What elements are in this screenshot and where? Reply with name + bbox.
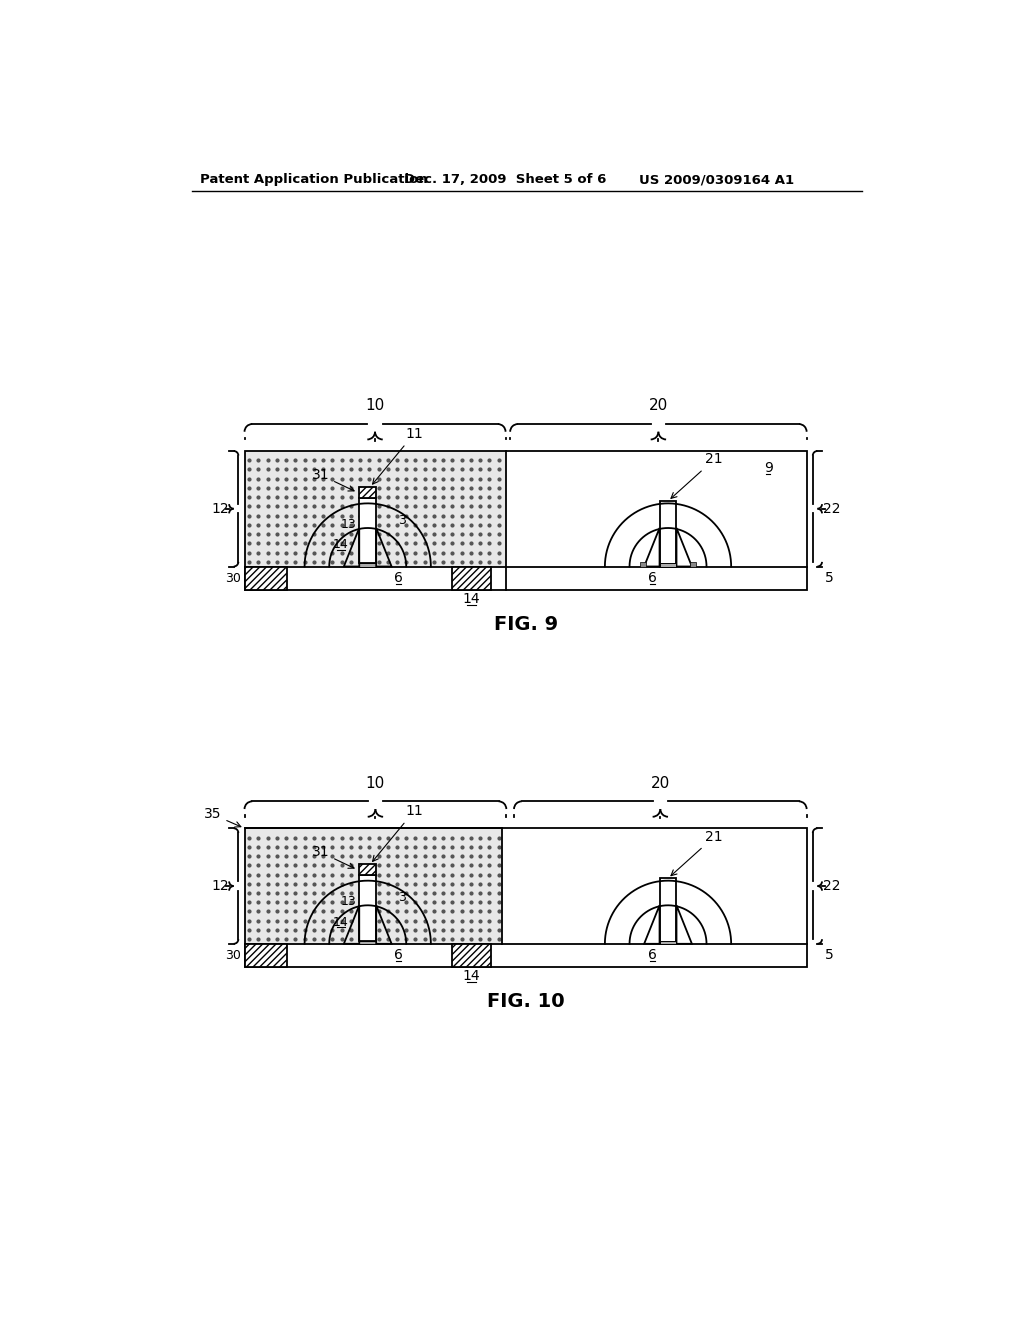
Text: FIG. 9: FIG. 9: [494, 615, 558, 634]
Text: 14: 14: [463, 591, 480, 606]
Text: 20: 20: [649, 399, 668, 413]
Text: 10: 10: [366, 399, 385, 413]
Text: 13: 13: [340, 895, 356, 908]
Text: 14: 14: [333, 916, 348, 929]
Text: 13: 13: [340, 517, 356, 531]
Bar: [359, 564, 376, 566]
Bar: [453, 566, 490, 590]
Bar: [659, 502, 677, 566]
Bar: [245, 944, 287, 966]
Text: 5: 5: [825, 572, 835, 585]
Text: 35: 35: [204, 808, 241, 828]
Bar: [689, 562, 695, 566]
Text: FIG. 10: FIG. 10: [486, 993, 564, 1011]
Bar: [359, 865, 376, 875]
Text: 9: 9: [764, 461, 772, 475]
Bar: [359, 875, 376, 941]
Text: Patent Application Publication: Patent Application Publication: [200, 173, 428, 186]
Text: 2: 2: [364, 899, 372, 912]
Bar: [359, 498, 376, 564]
Text: 6: 6: [648, 572, 657, 585]
Text: 10: 10: [366, 776, 385, 791]
Text: 12: 12: [211, 502, 228, 516]
Bar: [659, 941, 677, 944]
Bar: [245, 451, 506, 566]
Bar: [359, 487, 376, 498]
Bar: [245, 829, 807, 966]
Text: 21: 21: [671, 453, 723, 499]
Bar: [245, 829, 503, 944]
Text: 3: 3: [397, 891, 406, 904]
Text: 22: 22: [822, 879, 840, 894]
Text: US 2009/0309164 A1: US 2009/0309164 A1: [639, 173, 794, 186]
Bar: [245, 566, 287, 590]
Bar: [659, 878, 677, 944]
Text: 11: 11: [373, 426, 423, 484]
Text: 6: 6: [394, 948, 403, 962]
Text: 11: 11: [373, 804, 423, 862]
Bar: [659, 564, 677, 566]
Text: 5: 5: [825, 948, 835, 962]
Bar: [453, 944, 490, 966]
Text: Dec. 17, 2009  Sheet 5 of 6: Dec. 17, 2009 Sheet 5 of 6: [403, 173, 606, 186]
Text: 6: 6: [394, 572, 403, 585]
Text: 21: 21: [671, 830, 723, 875]
Bar: [245, 451, 807, 590]
Text: 2: 2: [364, 521, 372, 535]
Bar: [640, 562, 646, 566]
Text: 31: 31: [311, 467, 354, 491]
Text: 31: 31: [311, 845, 354, 869]
Text: 14: 14: [333, 539, 348, 552]
Text: 30: 30: [225, 949, 241, 962]
Bar: [359, 941, 376, 944]
Text: 12: 12: [211, 879, 228, 894]
Text: 14: 14: [463, 969, 480, 983]
Text: 3: 3: [397, 513, 406, 527]
Text: 6: 6: [648, 948, 657, 962]
Text: 22: 22: [822, 502, 840, 516]
Text: 30: 30: [225, 572, 241, 585]
Text: 20: 20: [650, 776, 670, 791]
